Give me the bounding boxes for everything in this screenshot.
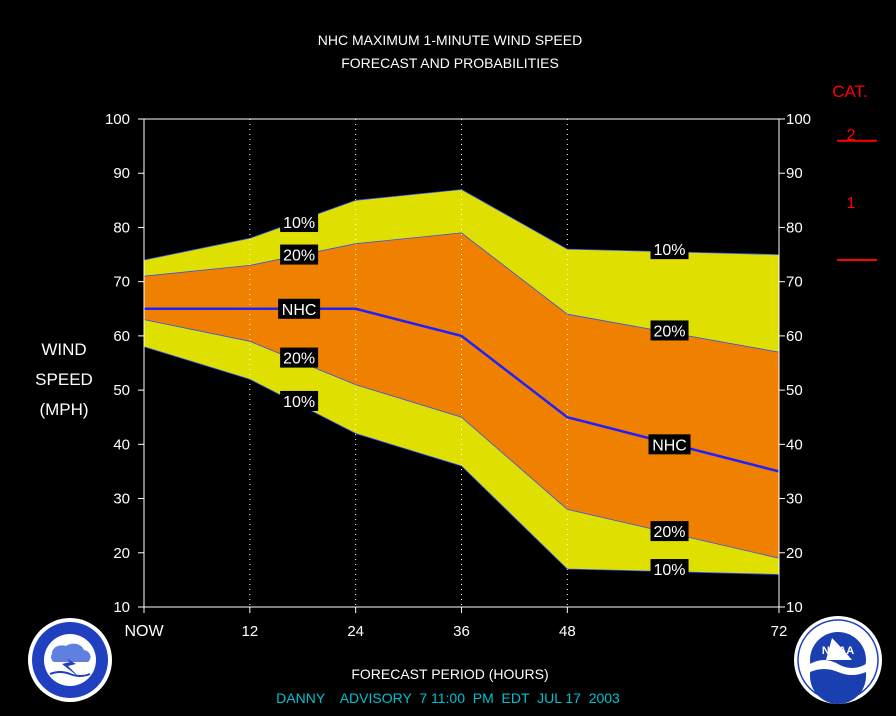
ylabel-line2: SPEED [35,370,93,389]
annotation-label-5: 10% [654,242,686,259]
annotation-label-9: 10% [654,562,686,579]
y-axis-ticks: 10 10 20 20 30 30 40 40 50 50 60 60 70 70 80 80 90 90 100 1… [105,111,811,616]
annotation-box-9 [650,559,689,580]
series-line-nhc [144,307,780,473]
y-tick-label-right-70: 70 [786,274,803,291]
ylabel-line1: WIND [41,340,86,359]
noaa-logo: NOAA [794,616,882,704]
annotation-box-6 [650,320,689,341]
y-tick-label-right-100: 100 [786,111,811,128]
category-scale: CAT. 2 1 [832,82,877,261]
annotation-label-3: 20% [283,351,315,368]
annotation-box-1 [280,244,319,265]
x-tick-label-24: 24 [347,623,364,640]
chart-title-line2: FORECAST AND PROBABILITIES [341,55,559,71]
cat-threshold-lines [837,139,877,261]
annotation-box-8 [650,521,689,542]
cat-label-2: 2 [847,127,856,144]
annotation-box-5 [650,239,689,260]
y-tick-label-left-60: 60 [113,328,130,345]
y-tick-label-left-40: 40 [113,436,130,453]
x-tick-label-48: 48 [559,623,576,640]
noaa-logo-text: NOAA [822,645,854,657]
x-tick-label-12: 12 [241,623,258,640]
y-tick-label-left-50: 50 [113,382,130,399]
annotation-label-0: 10% [283,215,315,232]
advisory-line: DANNY ADVISORY 7 11:00 PM EDT JUL 17 200… [276,690,620,706]
annotation-box-0 [280,212,319,233]
y-tick-label-right-20: 20 [786,545,803,562]
y-tick-label-left-30: 30 [113,491,130,508]
chart-title-line1: NHC MAXIMUM 1-MINUTE WIND SPEED [318,32,582,48]
series-line-upper-20pct [143,232,780,353]
series-lines [143,189,780,575]
y-tick-label-left-70: 70 [113,274,130,291]
cat-label-1: 1 [847,195,856,212]
annotation-label-2: NHC [282,302,317,319]
x-axis-ticks: NOW 12 24 36 48 72 [124,607,787,640]
annotation-label-1: 20% [283,248,315,265]
y-tick-label-right-80: 80 [786,219,803,236]
series-line-upper-10pct [143,189,780,261]
y-tick-label-left-20: 20 [113,545,130,562]
y-tick-label-left-80: 80 [113,219,130,236]
annotation-box-4 [280,390,319,411]
annotation-box-7 [648,434,691,455]
y-tick-label-right-50: 50 [786,382,803,399]
annotation-box-3 [280,347,319,368]
cat-title: CAT. [832,82,868,101]
y-tick-label-left-10: 10 [113,599,130,616]
x-tick-label-72: 72 [771,623,788,640]
y-tick-label-left-100: 100 [105,111,130,128]
xlabel: FORECAST PERIOD (HOURS) [351,666,548,682]
y-tick-label-right-60: 60 [786,328,803,345]
series-line-lower-20pct [143,319,780,559]
y-tick-label-right-40: 40 [786,436,803,453]
ylabel-line3: (MPH) [39,400,88,419]
x-tick-label-NOW: NOW [124,623,164,640]
y-tick-label-right-10: 10 [786,599,803,616]
series-line-lower-10pct [143,346,780,575]
annotation-label-8: 20% [654,524,686,541]
x-tick-label-36: 36 [453,623,470,640]
y-tick-label-right-30: 30 [786,491,803,508]
nws-logo [28,618,112,702]
annotation-label-6: 20% [654,323,686,340]
annotations: 10% 20% NHC 20% 10% 10% 20% NHC 20% 10% [278,212,691,580]
annotation-label-7: NHC [652,437,687,454]
y-tick-label-left-90: 90 [113,165,130,182]
annotation-label-4: 10% [283,394,315,411]
y-tick-label-right-90: 90 [786,165,803,182]
annotation-box-2 [278,298,321,319]
